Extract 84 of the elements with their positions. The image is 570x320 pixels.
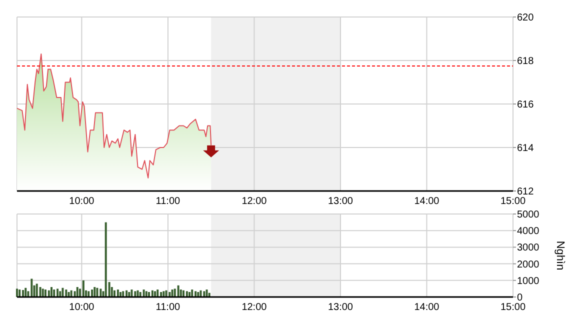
x-tick-label: 14:00	[414, 196, 440, 207]
bar	[134, 291, 136, 297]
x-tick-label: 12:00	[242, 196, 268, 207]
x-tick-label: 11:00	[156, 302, 181, 313]
y-tick-label: 4000	[517, 226, 540, 238]
bar	[48, 290, 50, 297]
bar	[42, 288, 44, 297]
bar	[162, 291, 165, 297]
bar	[68, 292, 70, 297]
bar	[94, 287, 96, 297]
bar	[24, 288, 27, 297]
x-tick-label: 10:00	[69, 196, 95, 207]
x-tick-label: 12:00	[242, 302, 268, 313]
bar	[44, 290, 46, 297]
y-tick-label: 0	[517, 292, 523, 304]
bar	[200, 290, 202, 297]
bar	[53, 290, 56, 297]
y-tick-label: 1000	[517, 276, 540, 287]
bar	[36, 284, 38, 297]
bar	[194, 291, 197, 297]
bar	[165, 290, 168, 297]
x-tick-label: 15:00	[500, 302, 526, 313]
bar	[16, 288, 18, 297]
bar	[136, 290, 139, 297]
bar	[74, 291, 76, 297]
bar	[70, 290, 72, 297]
bar	[206, 290, 208, 297]
bar	[88, 291, 90, 297]
bar	[174, 288, 176, 297]
bar	[160, 292, 162, 297]
bar	[186, 291, 188, 297]
bar	[39, 287, 42, 297]
x-tick-label: 14:00	[414, 302, 440, 313]
bar	[188, 292, 191, 297]
x-tick-label: 11:00	[156, 196, 181, 207]
bar	[50, 287, 53, 297]
bar	[126, 290, 128, 297]
bar	[156, 290, 159, 297]
bar	[18, 290, 21, 297]
bar	[116, 290, 119, 297]
bar	[139, 292, 142, 297]
x-tick-label: 13:00	[328, 302, 354, 313]
bar	[148, 292, 150, 297]
x-tick-label: 10:00	[69, 302, 95, 313]
bar	[59, 291, 62, 297]
y-tick-label: 620	[517, 12, 534, 24]
x-tick-label: 13:00	[328, 196, 354, 207]
bar	[142, 290, 145, 297]
bar	[171, 290, 174, 297]
y-tick-label: 3000	[517, 242, 540, 254]
y-tick-label: 618	[517, 56, 534, 67]
bar	[191, 290, 194, 297]
y-tick-label: 612	[517, 186, 534, 198]
y-tick-label: 2000	[517, 259, 540, 270]
bar	[100, 288, 102, 297]
bar	[120, 292, 122, 297]
y-tick-label: 5000	[517, 210, 540, 220]
bar	[128, 292, 130, 297]
bar	[203, 291, 206, 297]
y-tick-label: 616	[517, 100, 534, 110]
bar	[104, 222, 107, 297]
bar	[22, 290, 24, 297]
bar	[30, 278, 33, 297]
bar	[56, 288, 59, 297]
bar	[151, 290, 154, 297]
bar	[177, 285, 180, 297]
bar	[122, 291, 124, 297]
bar	[145, 291, 148, 297]
bar	[65, 290, 68, 297]
y-tick-label: 614	[517, 143, 534, 154]
bar	[180, 290, 182, 297]
x-tick-label: 15:00	[500, 196, 526, 207]
bar	[76, 287, 78, 297]
y-axis-title: Nghìn	[554, 240, 566, 270]
bar	[154, 291, 156, 297]
bar	[82, 280, 84, 297]
bar	[62, 288, 64, 297]
bar	[168, 292, 171, 297]
bar	[197, 292, 200, 297]
bar	[130, 290, 133, 297]
bar	[182, 290, 184, 297]
bar	[91, 290, 94, 297]
bar	[96, 288, 98, 297]
bar	[113, 290, 116, 297]
